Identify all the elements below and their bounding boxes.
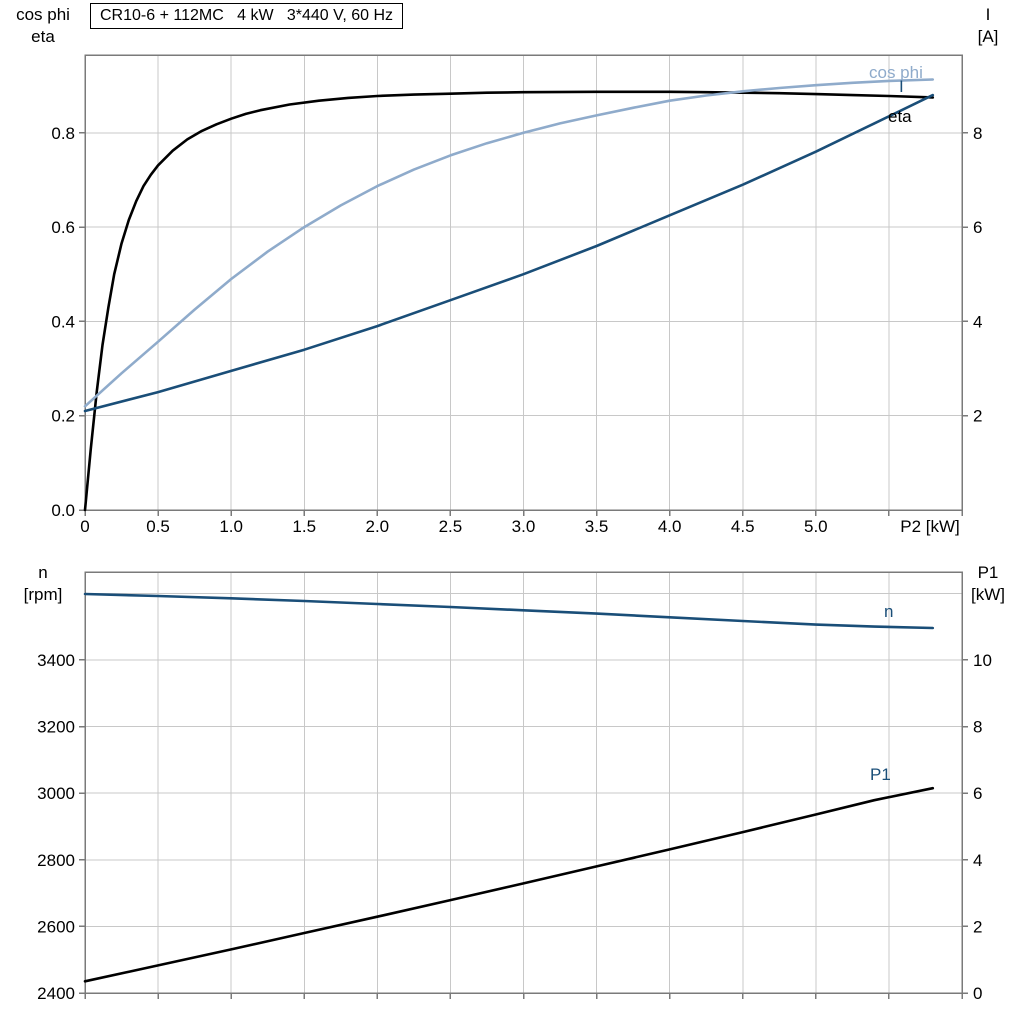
right-tick-label: 6 — [973, 784, 982, 803]
p1-axis-label: P1 — [977, 563, 999, 582]
right-tick-label: 4 — [973, 312, 982, 331]
left-axis-title-top: cos phi eta — [2, 4, 84, 48]
x-tick-label: 1.0 — [219, 517, 243, 536]
series-label-cos-phi: cos phi — [869, 63, 923, 82]
series-label-p1: P1 — [870, 765, 891, 784]
x-tick-label: 4.0 — [658, 517, 682, 536]
series-label-n: n — [884, 602, 893, 621]
cos-phi-axis-label: cos phi — [16, 5, 70, 24]
motor-speed-power-chart: 2400 2600 2800 3000 3200 3400 0 2 4 6 8 10 n P1 — [37, 571, 992, 1003]
x-tick-label: 5.0 — [804, 517, 828, 536]
series-path-i — [83, 93, 935, 413]
x-tick-label: 4.5 — [731, 517, 755, 536]
grid-lines — [85, 55, 962, 510]
left-axis-title-bottom: n [rpm] — [2, 562, 84, 606]
right-tick-label: 8 — [973, 718, 982, 737]
left-tick-label: 0.6 — [51, 218, 75, 237]
left-tick-label: 0.8 — [51, 124, 75, 143]
left-tick-label: 0.0 — [51, 501, 75, 520]
left-tick-label: 0.4 — [51, 312, 75, 331]
tick-marks — [79, 659, 968, 999]
x-tick-label: 1.5 — [292, 517, 316, 536]
right-axis-title-bottom: P1 [kW] — [956, 562, 1020, 606]
ampere-unit-label: [A] — [977, 27, 999, 46]
rpm-unit-label: [rpm] — [23, 585, 63, 604]
series-path-eta — [83, 90, 935, 512]
left-tick-label: 2600 — [37, 917, 75, 936]
right-tick-label: 0 — [973, 984, 982, 1003]
series-path-p1 — [83, 786, 935, 983]
series-path-n — [83, 592, 935, 630]
right-tick-label: 8 — [973, 124, 982, 143]
right-tick-label: 6 — [973, 218, 982, 237]
grid-lines — [85, 572, 962, 993]
x-tick-label: 3.0 — [512, 517, 536, 536]
motor-efficiency-chart: 0.0 0.2 0.4 0.6 0.8 2 4 6 8 0 0.5 1.0 1.5 2.0 2.5 3.0 3.… — [51, 54, 982, 536]
series-label-i: I — [899, 77, 904, 96]
eta-axis-label: eta — [31, 27, 55, 46]
speed-axis-label: n — [38, 563, 48, 582]
x-tick-label: 0 — [80, 517, 89, 536]
current-axis-label: I — [985, 5, 991, 24]
left-tick-label: 0.2 — [51, 407, 75, 426]
x-tick-label: 2.0 — [366, 517, 390, 536]
left-tick-label: 2400 — [37, 984, 75, 1003]
right-axis-title-top: I [A] — [956, 4, 1020, 48]
right-tick-label: 4 — [973, 851, 982, 870]
series-path-cos-phi — [83, 78, 935, 408]
right-tick-label: 2 — [973, 407, 982, 426]
left-tick-label: 3400 — [37, 651, 75, 670]
kw-unit-label: [kW] — [971, 585, 1005, 604]
tick-labels: 0.0 0.2 0.4 0.6 0.8 2 4 6 8 0 0.5 1.0 1.5 2.0 2.5 3.0 3.… — [51, 124, 982, 536]
x-tick-label: 0.5 — [146, 517, 170, 536]
series-label-eta: eta — [888, 107, 912, 126]
x-tick-label: 3.5 — [585, 517, 609, 536]
left-tick-label: 2800 — [37, 851, 75, 870]
left-tick-label: 3200 — [37, 718, 75, 737]
x-tick-label: 2.5 — [439, 517, 463, 536]
tick-labels: 2400 2600 2800 3000 3200 3400 0 2 4 6 8 10 — [37, 651, 992, 1003]
right-tick-label: 2 — [973, 917, 982, 936]
x-axis-label: P2 [kW] — [900, 517, 960, 536]
chart-title: CR10-6 + 112MC 4 kW 3*440 V, 60 Hz — [90, 3, 404, 29]
right-tick-label: 10 — [973, 651, 992, 670]
left-tick-label: 3000 — [37, 784, 75, 803]
